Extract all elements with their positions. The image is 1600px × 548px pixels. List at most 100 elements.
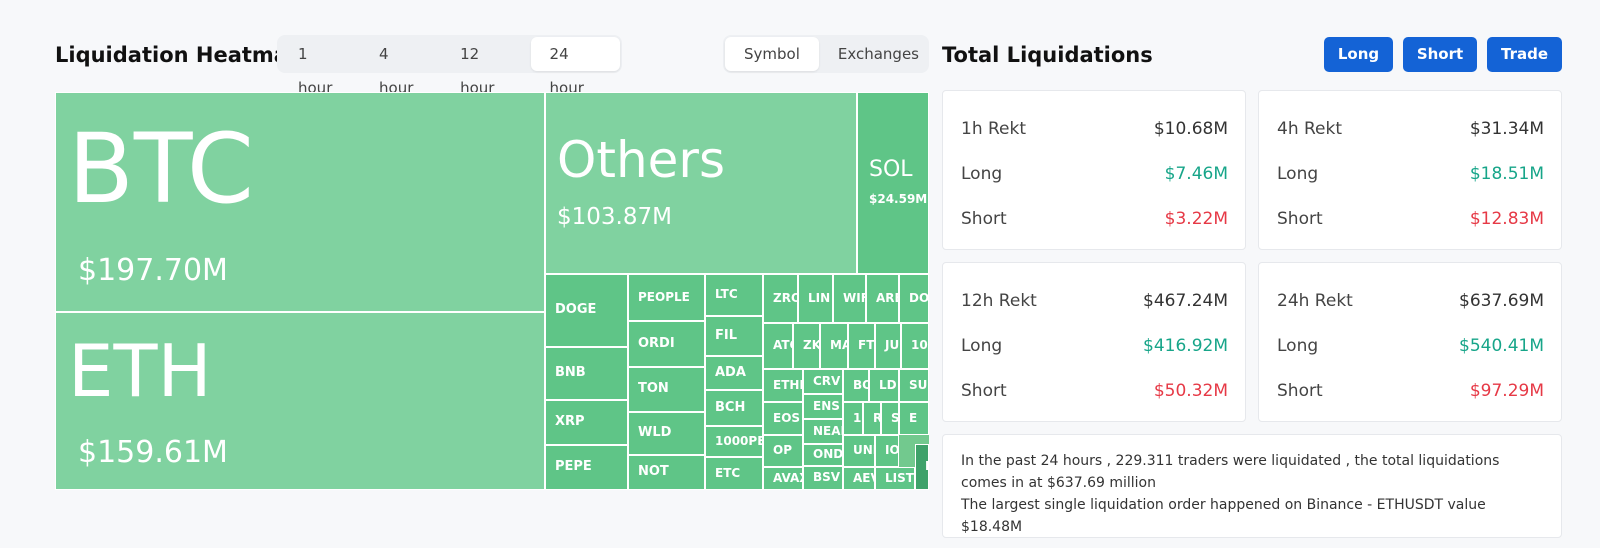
cell-symbol: FIL [715, 327, 738, 343]
liquidation-summary: In the past 24 hours , 229.311 traders w… [942, 434, 1562, 538]
view-tabs: Symbol Exchanges [723, 35, 929, 73]
treemap-cell-ton[interactable]: TON [628, 367, 705, 412]
long-value: $7.46M [1164, 164, 1228, 184]
short-label: Short [961, 209, 1007, 229]
treemap-cell-avax[interactable]: AVAX [763, 467, 803, 490]
cell-symbol: WIF [843, 290, 865, 305]
treemap-cell-10[interactable]: 10 [901, 323, 929, 369]
cell-symbol: BTC [68, 113, 254, 225]
card-label: 12h Rekt [961, 291, 1037, 311]
tab-4-hour[interactable]: 4 hour [379, 45, 414, 97]
treemap-cell-ada[interactable]: ADA [705, 356, 763, 390]
treemap-cell-do[interactable]: DO [899, 274, 929, 323]
treemap-cell-ma[interactable]: MA [820, 323, 848, 369]
cell-symbol: BO [853, 377, 868, 392]
card-total: $467.24M [1143, 291, 1228, 311]
tab-24-hour[interactable]: 24 hour [530, 37, 620, 97]
treemap-cell-uni[interactable]: UNI [843, 435, 875, 467]
cell-symbol: ARE [876, 290, 898, 305]
treemap-cell-bnb[interactable]: BNB [545, 347, 628, 400]
cell-symbol: E [909, 410, 918, 425]
tab-1-hour[interactable]: 1 hour [298, 45, 333, 97]
treemap-cell-ltc[interactable]: LTC [705, 274, 763, 316]
treemap-cell-crv[interactable]: CRV [803, 369, 843, 394]
summary-line-2: The largest single liquidation order hap… [961, 497, 1486, 535]
treemap-cell-lin[interactable]: LIN [798, 274, 833, 323]
treemap-cell-e[interactable]: E [899, 402, 929, 435]
treemap-cell-ethi[interactable]: ETHI [763, 369, 803, 402]
treemap-cell-wif[interactable]: WIF [833, 274, 866, 323]
treemap-cell-ju[interactable]: JU [875, 323, 901, 369]
short-value: $50.32M [1153, 381, 1228, 401]
tab-symbol[interactable]: Symbol [725, 37, 819, 71]
cell-symbol: E [925, 460, 928, 472]
treemap-cell-list[interactable]: LIST [875, 467, 915, 490]
cell-symbol: BNB [555, 365, 586, 380]
short-value: $97.29M [1469, 381, 1544, 401]
time-range-tabs: 1 hour 4 hour 12 hour 24 hour [277, 35, 622, 97]
treemap-cell-bo[interactable]: BO [843, 369, 869, 402]
treemap-cell-people[interactable]: PEOPLE [628, 274, 705, 321]
long-label: Long [1277, 164, 1319, 184]
card-label: 4h Rekt [1277, 119, 1343, 139]
cell-symbol: LTC [715, 287, 738, 301]
treemap-cell-pepe[interactable]: PEPE [545, 445, 628, 490]
card-total: $10.68M [1153, 119, 1228, 139]
trade-button[interactable]: Trade [1487, 37, 1562, 72]
long-button[interactable]: Long [1324, 37, 1393, 72]
cell-symbol: NEAR [813, 423, 842, 438]
treemap-cell-xrp[interactable]: XRP [545, 400, 628, 445]
cell-symbol: ADA [715, 364, 746, 380]
tab-12-hour[interactable]: 12 hour [460, 45, 495, 97]
cell-symbol: SOL [869, 157, 913, 182]
cell-symbol: FT [858, 338, 875, 352]
treemap-cell-s[interactable]: S [881, 402, 899, 435]
heatmap-title: Liquidation Heatmap [55, 43, 304, 67]
short-button[interactable]: Short [1403, 37, 1477, 72]
cell-symbol: S [891, 410, 899, 425]
treemap-cell-r[interactable]: R [863, 402, 881, 435]
treemap-cell-zk[interactable]: ZK [793, 323, 820, 369]
treemap-cell-sol[interactable]: SOL $24.59M [857, 92, 929, 274]
treemap-cell-bch[interactable]: BCH [705, 390, 763, 426]
long-value: $18.51M [1469, 164, 1544, 184]
short-value: $12.83M [1469, 209, 1544, 229]
long-value: $540.41M [1459, 336, 1544, 356]
short-label: Short [1277, 209, 1323, 229]
tab-exchanges[interactable]: Exchanges [837, 45, 919, 63]
treemap-cell-op[interactable]: OP [763, 435, 803, 467]
treemap-cell-not[interactable]: NOT [628, 455, 705, 490]
cell-symbol: PEPE [555, 459, 592, 474]
treemap-cell-1[interactable]: 1( [843, 402, 863, 435]
treemap-cell-eos[interactable]: EOS [763, 402, 803, 435]
treemap-cell-eth[interactable]: ETH $159.61M [55, 312, 545, 490]
cell-symbol: BSV [813, 470, 841, 484]
treemap-cell-ft[interactable]: FT [848, 323, 875, 369]
treemap-cell-doge[interactable]: DOGE [545, 274, 628, 347]
treemap-cell-aev[interactable]: AEV [843, 467, 875, 490]
treemap-cell-1000pe[interactable]: 1000PE [705, 426, 763, 457]
treemap-cell-wld[interactable]: WLD [628, 412, 705, 455]
treemap-cell-others[interactable]: Others $103.87M [545, 92, 857, 274]
rekt-card-4h: 4h Rekt $31.34M Long $18.51M Short $12.83M [1258, 90, 1562, 250]
treemap-cell-bsv[interactable]: BSV [803, 466, 843, 490]
treemap-cell-ld[interactable]: LD [869, 369, 899, 402]
treemap-cell-are[interactable]: ARE [866, 274, 899, 323]
treemap-cell-ens[interactable]: ENS [803, 394, 843, 419]
treemap-cell-io[interactable]: IO [875, 435, 899, 467]
treemap-cell-etc[interactable]: ETC [705, 457, 763, 490]
treemap-cell-btc[interactable]: BTC $197.70M [55, 92, 545, 312]
cell-symbol: ZRO [773, 290, 797, 305]
cell-symbol: DO [909, 290, 929, 305]
short-label: Short [961, 381, 1007, 401]
treemap-cell-fil[interactable]: FIL [705, 316, 763, 356]
card-label: 24h Rekt [1277, 291, 1353, 311]
treemap-cell-ordi[interactable]: ORDI [628, 321, 705, 367]
treemap-cell-zro[interactable]: ZRO [763, 274, 798, 323]
treemap-cell-near[interactable]: NEAR [803, 419, 843, 444]
treemap-cell-ondo[interactable]: ONDO [803, 444, 843, 466]
treemap-cell-ato[interactable]: ATO [763, 323, 793, 369]
treemap-cell-su[interactable]: SU [899, 369, 929, 402]
cell-symbol: LIST [885, 470, 914, 485]
treemap-cell-e[interactable]: E [915, 444, 929, 490]
